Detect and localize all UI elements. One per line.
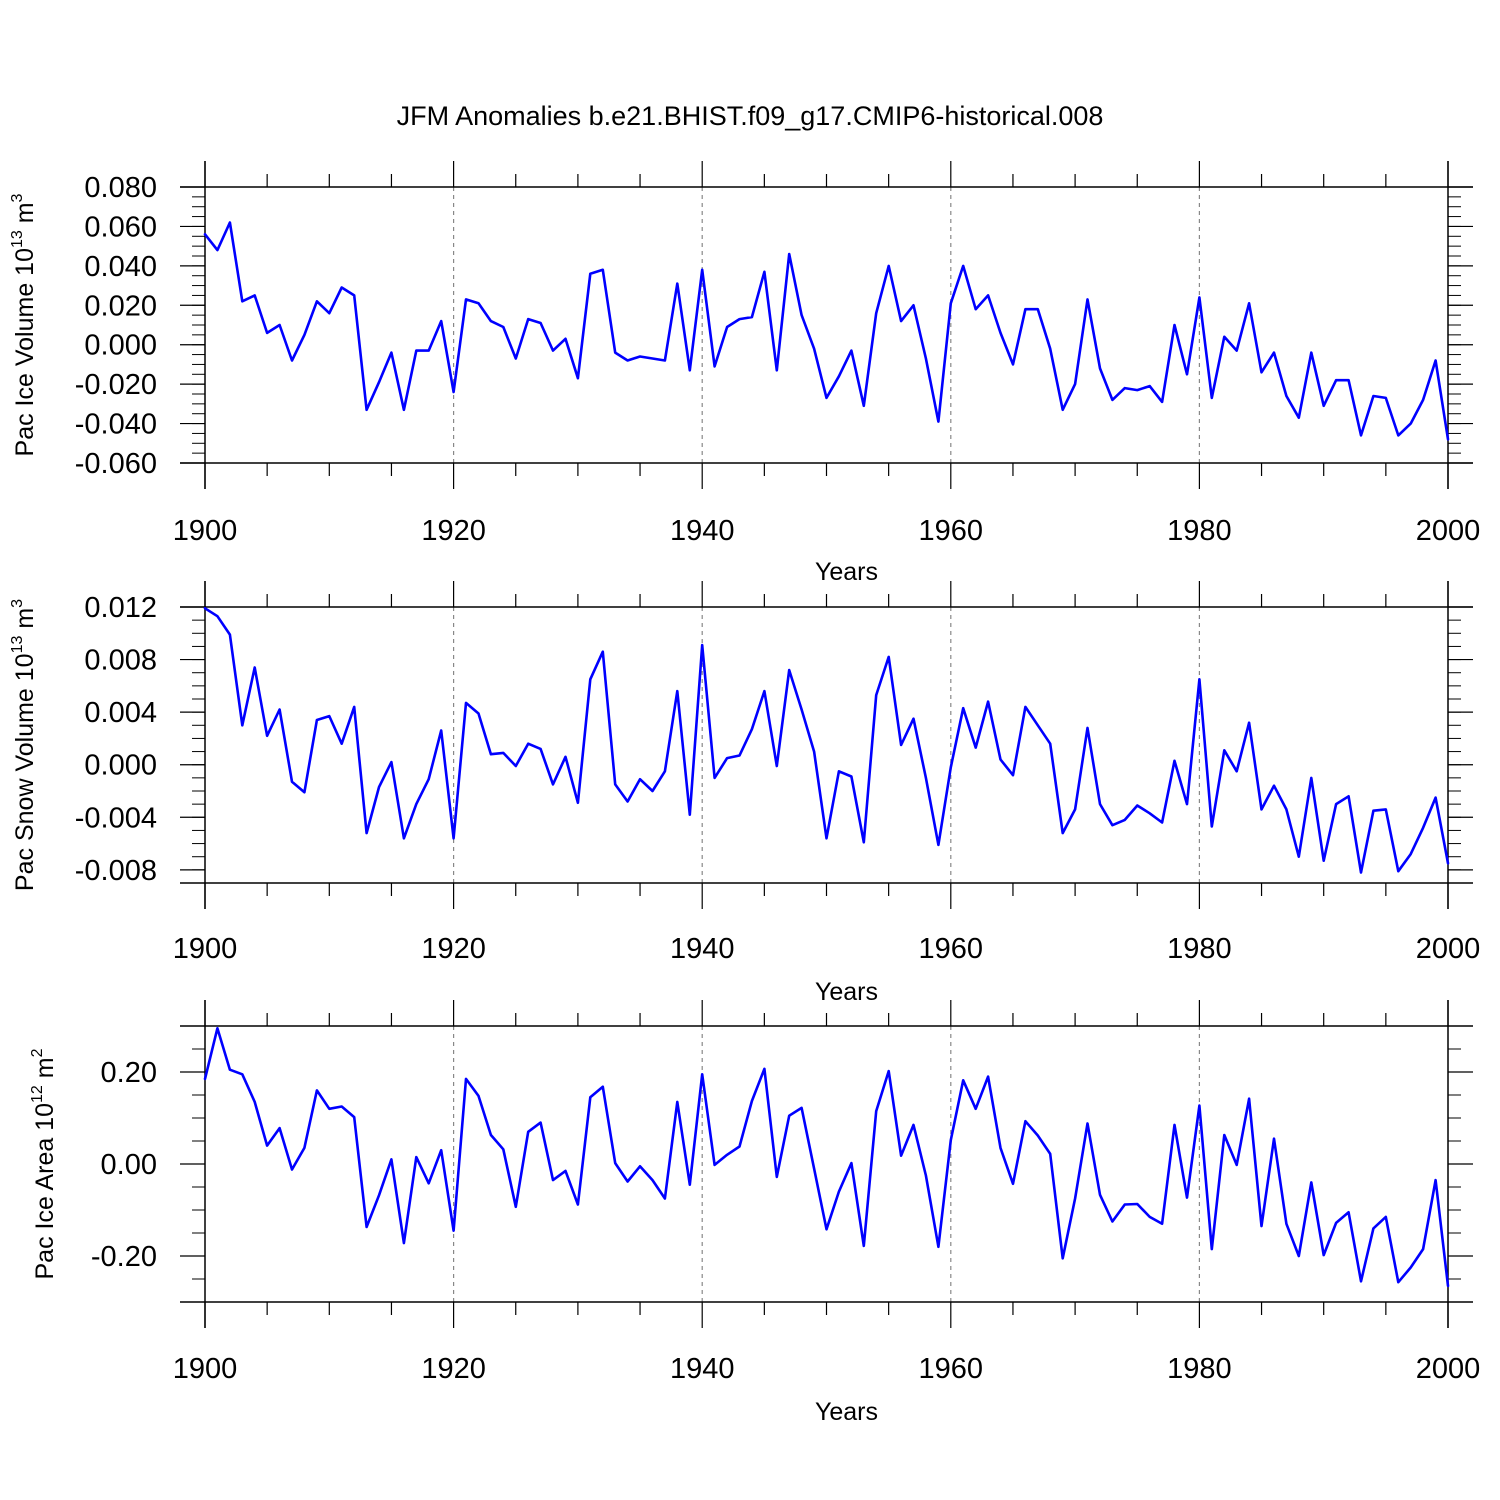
chart-panel-1: 1900 1920 1940 1960 1980 2000 Years 0.080 0.060 0… — [9, 161, 1480, 586]
y-axis-title: Pac Ice Area 1012 m2 — [29, 1048, 59, 1279]
x-tick-label: 1920 — [421, 933, 486, 965]
y-axis-title-part: m — [11, 202, 39, 230]
y-tick-label: -0.020 — [75, 369, 157, 401]
panels-group: 1900 1920 1940 1960 1980 2000 Years 0.080 0.060 0… — [9, 161, 1480, 1426]
x-tick-label: 1980 — [1167, 933, 1232, 965]
y-tick-label: 0.000 — [84, 750, 157, 782]
y-axis-title-part: m — [11, 608, 39, 636]
y-tick-label: 0.20 — [101, 1057, 157, 1089]
y-tick-label: 0.080 — [84, 172, 157, 204]
x-tick-label: 2000 — [1416, 933, 1481, 965]
x-axis-title: Years — [815, 558, 878, 586]
y-tick-label: -0.060 — [75, 448, 157, 480]
y-tick-label: 0.040 — [84, 251, 157, 283]
x-axis-title: Years — [815, 1398, 878, 1426]
y-tick-label: 0.008 — [84, 645, 157, 677]
y-tick-label: -0.20 — [91, 1241, 157, 1273]
y-axis-title-part: Pac Snow Volume 10 — [11, 653, 39, 891]
x-tick-label: 1940 — [670, 933, 735, 965]
x-tick-label: 1960 — [919, 933, 984, 965]
y-axis-title-part: m — [31, 1057, 59, 1085]
series-line — [203, 1027, 1450, 1288]
y-tick-label: 0.004 — [84, 697, 157, 729]
y-tick-label: 0.00 — [101, 1149, 157, 1181]
x-tick-label: 2000 — [1416, 515, 1481, 547]
x-tick-label: 1900 — [173, 933, 238, 965]
y-axis-title: Pac Snow Volume 1013 m3 — [9, 599, 39, 891]
y-axis-title-superscript: 2 — [29, 1048, 46, 1057]
chart-panel-3: 1900 1920 1940 1960 1980 2000 Years 0.20 0.00 -0.… — [29, 1000, 1480, 1426]
x-tick-label: 2000 — [1416, 1353, 1481, 1385]
x-tick-label: 1940 — [670, 1353, 735, 1385]
x-tick-label: 1980 — [1167, 1353, 1232, 1385]
y-axis-title-superscript: 3 — [9, 599, 26, 608]
y-tick-label: -0.008 — [75, 855, 157, 887]
y-axis-title-superscript: 3 — [9, 193, 26, 202]
x-tick-label: 1900 — [173, 1353, 238, 1385]
y-tick-label: -0.004 — [75, 802, 157, 834]
x-axis-title: Years — [815, 978, 878, 1006]
y-tick-label: 0.020 — [84, 290, 157, 322]
y-axis-title-superscript: 13 — [9, 636, 26, 654]
y-axis-title-part: Pac Ice Area 10 — [31, 1103, 59, 1280]
series-line — [203, 221, 1450, 441]
x-tick-label: 1960 — [919, 515, 984, 547]
x-tick-label: 1940 — [670, 515, 735, 547]
y-tick-label: -0.040 — [75, 409, 157, 441]
x-tick-label: 1920 — [421, 515, 486, 547]
x-tick-label: 1960 — [919, 1353, 984, 1385]
x-tick-label: 1900 — [173, 515, 238, 547]
y-tick-label: 0.000 — [84, 330, 157, 362]
x-tick-label: 1920 — [421, 1353, 486, 1385]
x-tick-label: 1980 — [1167, 515, 1232, 547]
chart-panel-2: 1900 1920 1940 1960 1980 2000 Years 0.012 0.008 0… — [9, 581, 1480, 1006]
y-tick-label: 0.012 — [84, 592, 157, 624]
y-axis-title: Pac Ice Volume 1013 m3 — [9, 193, 39, 456]
y-tick-label: 0.060 — [84, 211, 157, 243]
y-axis-title-superscript: 12 — [29, 1085, 46, 1103]
series-line — [203, 606, 1450, 874]
y-axis-title-superscript: 13 — [9, 230, 26, 248]
y-axis-title-part: Pac Ice Volume 10 — [11, 248, 39, 456]
chart-title: JFM Anomalies b.e21.BHIST.f09_g17.CMIP6-… — [397, 101, 1104, 131]
